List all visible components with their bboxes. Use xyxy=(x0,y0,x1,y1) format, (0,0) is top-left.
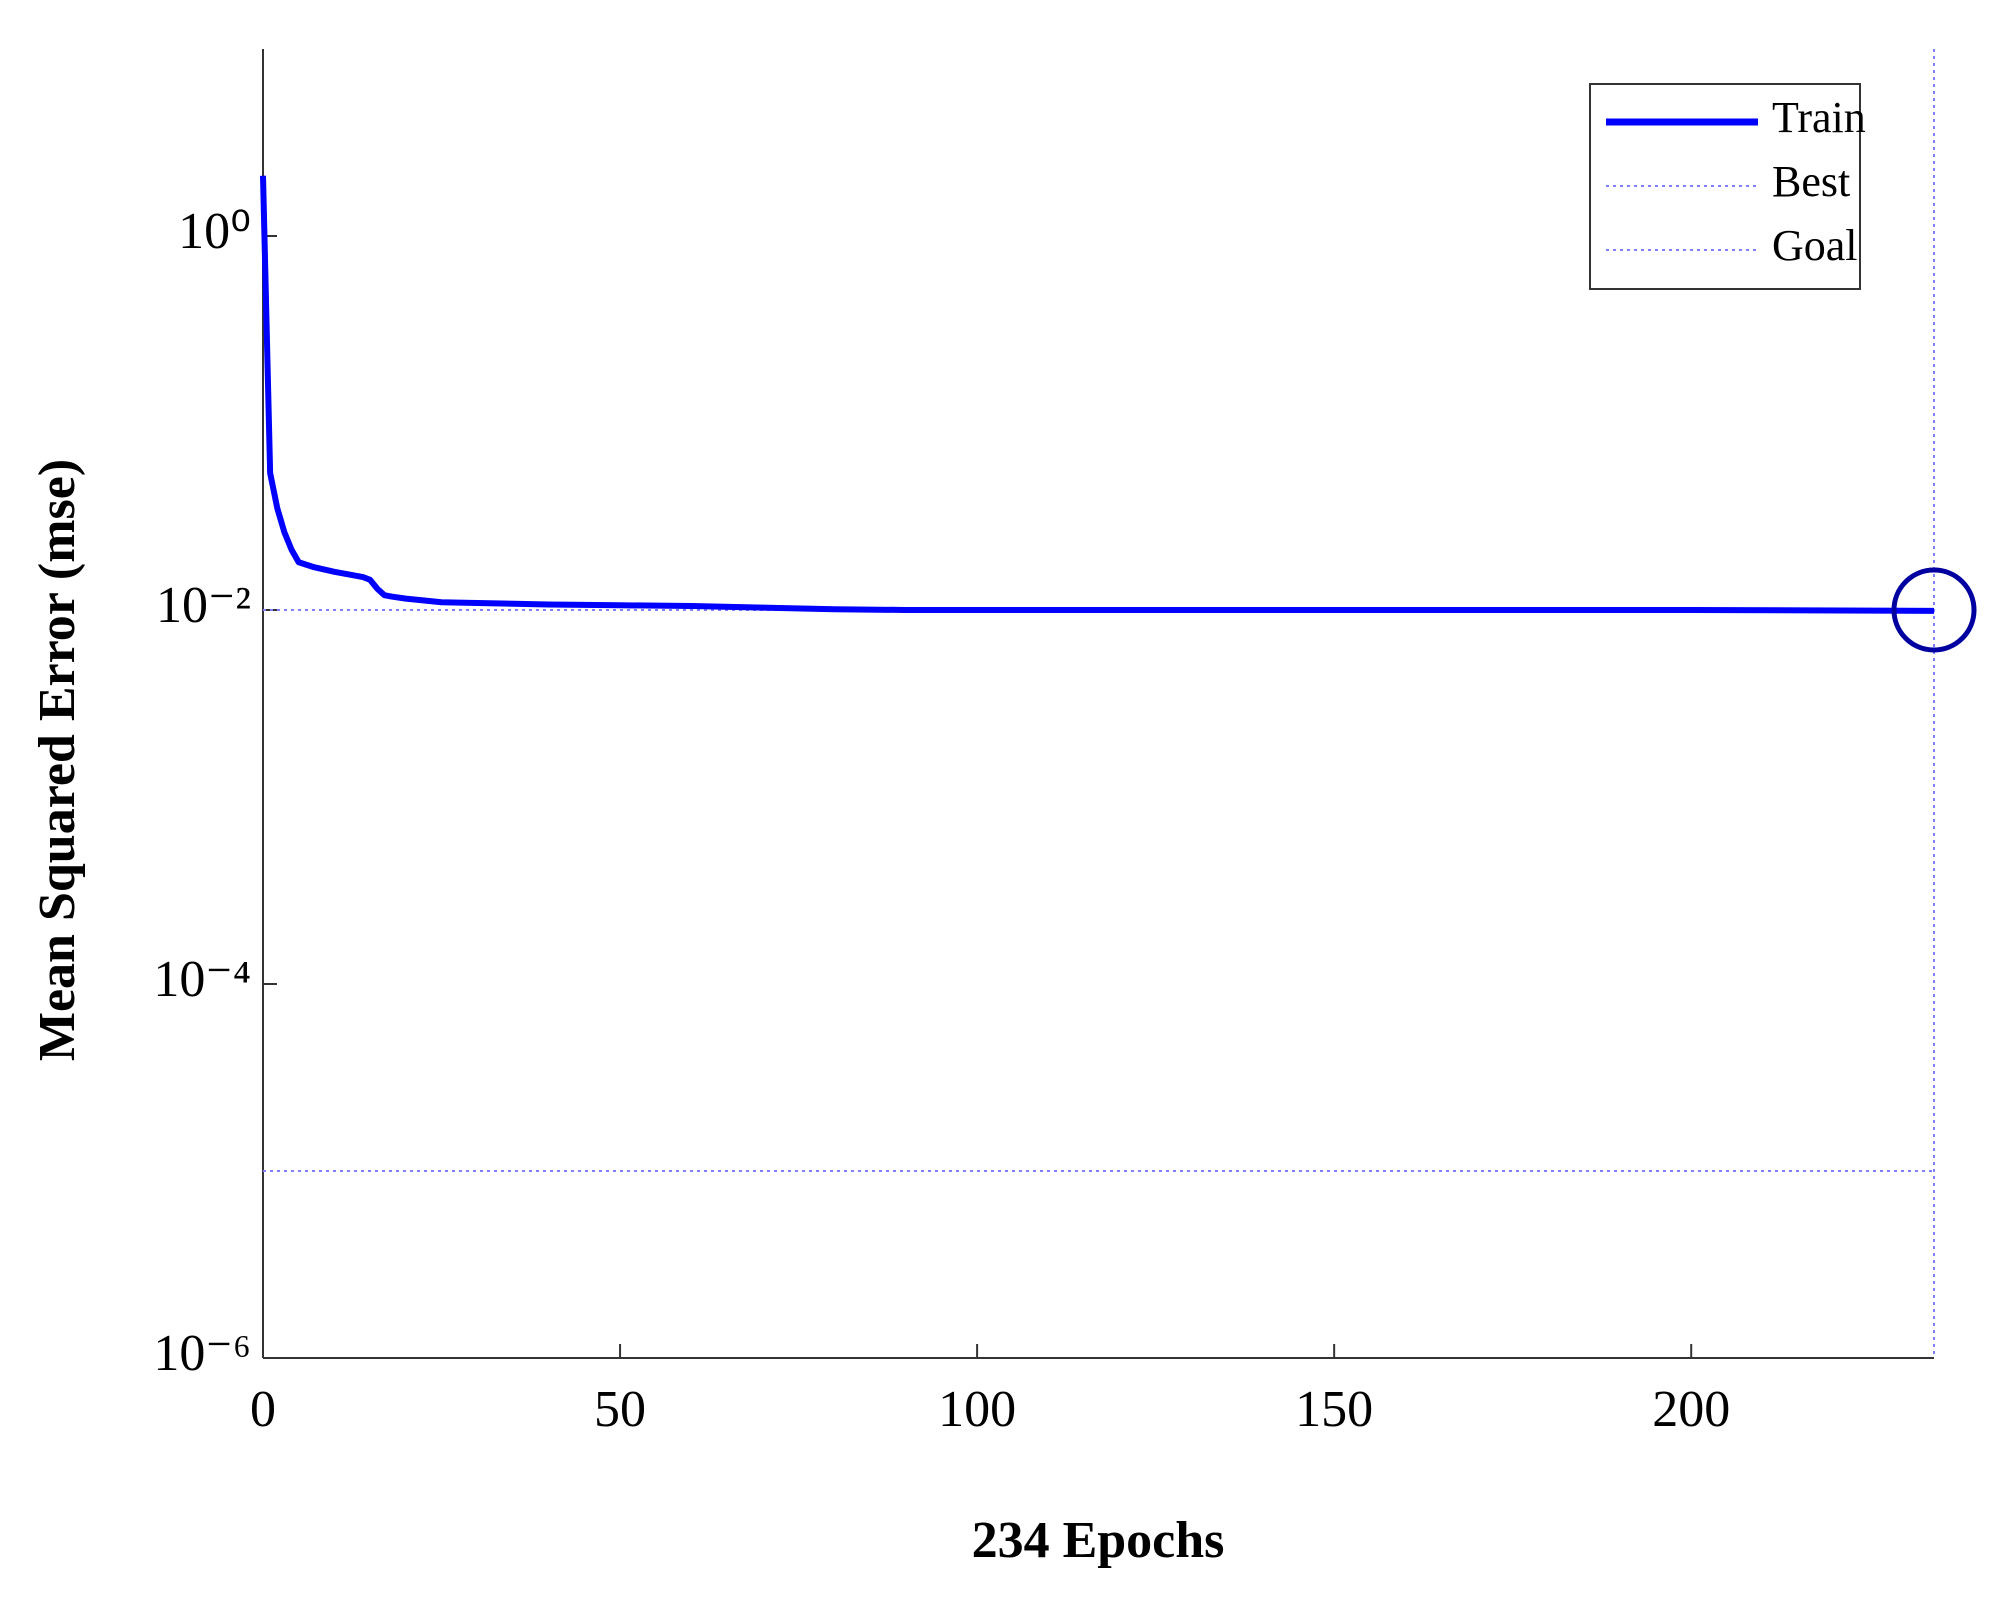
x-tick-label: 100 xyxy=(938,1381,1016,1438)
x-tick-label: 0 xyxy=(250,1381,276,1438)
best-marker xyxy=(1891,567,1977,653)
x-axis-label: 234 Epochs xyxy=(972,1512,1225,1569)
x-tick-label: 150 xyxy=(1295,1381,1373,1438)
legend-label: Goal xyxy=(1772,221,1858,270)
line-series xyxy=(260,175,1935,614)
y-tick-label: 10⁻² xyxy=(156,577,251,634)
legend-label: Best xyxy=(1772,157,1850,206)
legend-label: Train xyxy=(1772,93,1866,142)
x-tick-label: 200 xyxy=(1652,1381,1730,1438)
x-tick-label: 50 xyxy=(594,1381,646,1438)
y-tick-label: 10⁻⁴ xyxy=(153,951,251,1008)
y-tick-label: 10⁰ xyxy=(178,203,251,260)
y-tick-label: 10⁻⁶ xyxy=(153,1325,251,1382)
y-axis-label: Mean Squared Error (mse) xyxy=(29,459,86,1061)
